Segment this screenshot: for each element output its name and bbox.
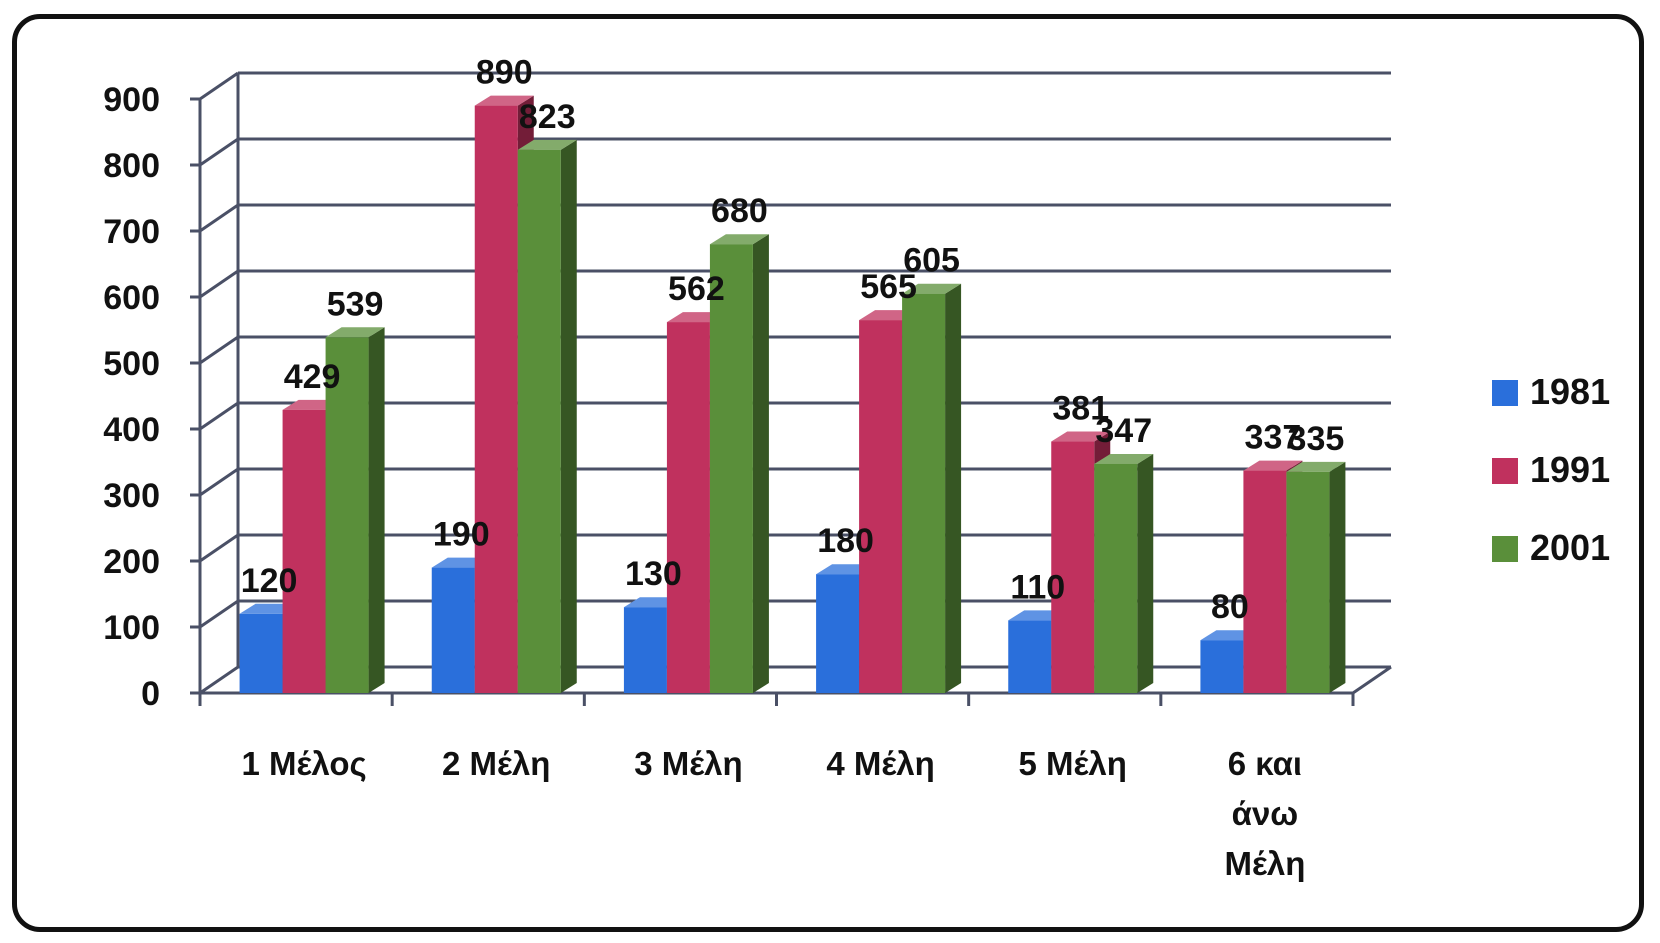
data-label: 80: [1211, 588, 1249, 626]
data-label: 429: [284, 358, 341, 396]
bar-2001: [902, 293, 946, 693]
data-label: 130: [625, 555, 682, 593]
gridline-slant: [199, 665, 239, 695]
gridline-slant: [199, 599, 239, 629]
bar-side-2001: [752, 234, 769, 693]
bar-2001: [1286, 471, 1330, 693]
bar-1981: [623, 607, 667, 693]
bar-top-2001: [325, 327, 385, 338]
bar-side-2001: [945, 283, 962, 693]
y-tick-label: 800: [103, 147, 160, 185]
bar-1991: [1243, 470, 1287, 693]
bar-1991: [859, 320, 903, 693]
data-label: 539: [327, 285, 384, 323]
floor-edge: [1352, 665, 1392, 695]
gridline-slant: [199, 335, 239, 365]
bar-top-1991: [1051, 431, 1111, 442]
x-category-label: 5 Μέλη: [1019, 745, 1127, 782]
bar-1981: [431, 567, 475, 693]
x-category-label: 6 και άνω Μέλη: [1224, 745, 1305, 882]
data-label: 337: [1245, 419, 1302, 457]
gridline-slant: [199, 401, 239, 431]
grid-layer: [199, 71, 1391, 695]
legend-label: 1981: [1530, 371, 1610, 412]
bar-1991: [1051, 441, 1095, 693]
data-label: 190: [433, 516, 490, 554]
bar-top-2001: [709, 234, 769, 245]
data-label: 335: [1288, 420, 1345, 458]
legend-label: 2001: [1530, 527, 1610, 568]
y-tick-label: 0: [141, 675, 160, 713]
gridline-slant: [199, 203, 239, 233]
bar-1981: [239, 613, 283, 693]
data-label: 680: [711, 192, 768, 230]
y-tick-label: 300: [103, 477, 160, 515]
data-label: 823: [519, 98, 576, 136]
y-tick-label: 400: [103, 411, 160, 449]
legend: 1981 1991 2001: [1492, 371, 1610, 568]
gridline-slant: [199, 269, 239, 299]
bar-top-2001: [902, 283, 962, 294]
legend-swatch-1991: [1492, 458, 1518, 484]
bar-2001: [325, 337, 369, 693]
y-tick-label: 500: [103, 345, 160, 383]
y-tick-label: 600: [103, 279, 160, 317]
bar-1981: [816, 574, 860, 693]
y-tick-label: 700: [103, 213, 160, 251]
x-category-label: 3 Μέλη: [634, 745, 742, 782]
legend-swatch-2001: [1492, 536, 1518, 562]
data-label: 890: [476, 54, 533, 92]
data-label: 565: [860, 268, 917, 306]
axis-layer: 0 100 200 300 400 500 600 700 800 900 1 Μέλος 2 Μέλ…: [103, 73, 1392, 882]
y-tick-label: 200: [103, 543, 160, 581]
gridline-slant: [199, 467, 239, 497]
data-label: 381: [1052, 390, 1109, 428]
data-label: 562: [668, 270, 725, 308]
bar-1981: [1200, 640, 1244, 693]
bar-top-1991: [474, 95, 534, 106]
bar-top-2001: [1286, 461, 1346, 472]
bar-2001: [517, 149, 561, 693]
data-label: 120: [241, 562, 298, 600]
bar-side-2001: [368, 327, 385, 693]
bar-top-2001: [517, 139, 577, 150]
x-category-label: 2 Μέλη: [442, 745, 550, 782]
y-tick-label: 100: [103, 609, 160, 647]
data-label: 605: [903, 242, 960, 280]
bar-top-1991: [1243, 460, 1303, 471]
bar-side-2001: [560, 139, 577, 693]
gridline-slant: [199, 71, 239, 101]
bar-2001: [709, 244, 753, 693]
bar-1991: [666, 322, 710, 693]
legend-label: 1991: [1530, 449, 1610, 490]
data-label: 180: [817, 522, 874, 560]
bar-1981: [1008, 620, 1052, 693]
x-category-label: 4 Μέλη: [826, 745, 934, 782]
bar-side-2001: [1137, 453, 1154, 693]
legend-swatch-1981: [1492, 380, 1518, 406]
bar-1991: [282, 409, 326, 693]
gridline-slant: [199, 137, 239, 167]
bar-1991: [474, 105, 518, 694]
bar-2001: [1094, 463, 1138, 693]
bar-top-2001: [1094, 453, 1154, 464]
data-label: 110: [1010, 568, 1065, 606]
x-category-label: 1 Μέλος: [241, 745, 366, 782]
bar-layer: [239, 95, 1346, 694]
y-tick-label: 900: [103, 81, 160, 119]
data-label: 347: [1095, 412, 1152, 450]
bar-side-2001: [1329, 461, 1346, 693]
gridline-slant: [199, 533, 239, 563]
